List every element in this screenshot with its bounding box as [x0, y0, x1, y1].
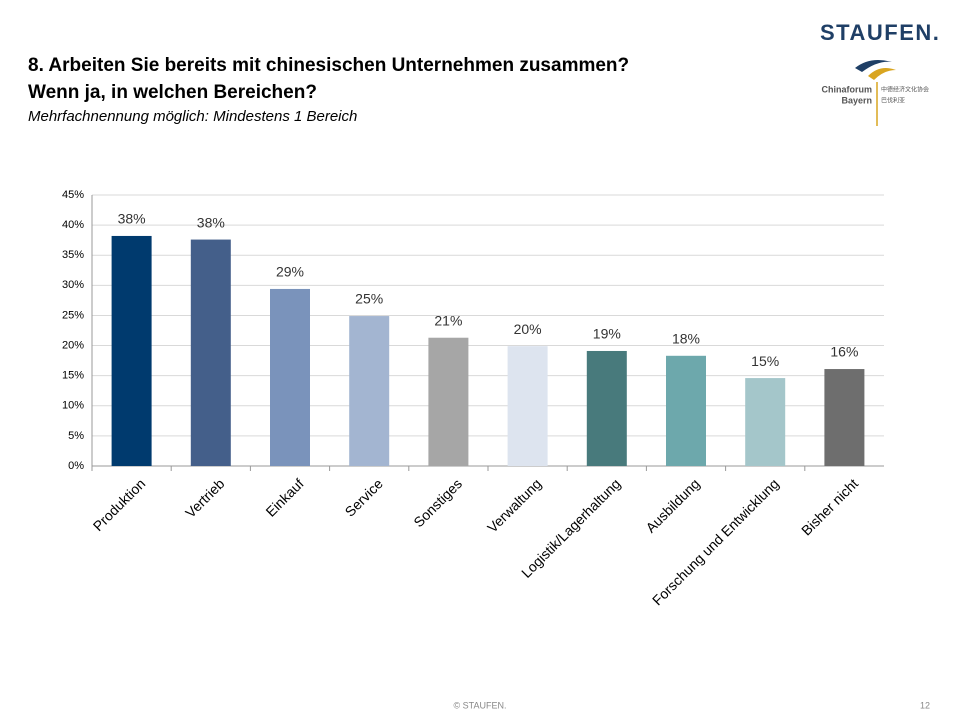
bar	[190, 239, 231, 466]
data-label: 18%	[672, 330, 700, 346]
x-tick-label: Ausbildung	[642, 475, 702, 535]
x-tick-label: Service	[342, 475, 386, 519]
bar	[586, 350, 627, 466]
bar	[666, 355, 706, 466]
bar	[745, 378, 786, 466]
y-tick-label: 15%	[62, 370, 84, 382]
x-tick-label: Vertrieb	[182, 475, 228, 521]
footer: © STAUFEN.	[454, 700, 507, 710]
y-tick-label: 30%	[62, 279, 84, 291]
data-label: 16%	[830, 344, 858, 360]
x-tick-label: Einkauf	[262, 475, 306, 519]
logo-swoosh	[868, 68, 896, 80]
bar	[349, 316, 390, 466]
data-label: 19%	[593, 326, 621, 342]
y-tick-label: 20%	[62, 339, 84, 351]
subtitle: Mehrfachnennung möglich: Mindestens 1 Be…	[28, 108, 357, 125]
y-tick-label: 0%	[68, 460, 84, 472]
y-tick-label: 25%	[62, 309, 84, 321]
bar	[824, 369, 865, 466]
partner-cn: 巴伐利亚	[881, 97, 905, 105]
page-number: 12	[920, 700, 930, 710]
data-label: 29%	[276, 264, 304, 280]
partner-name: Bayern	[841, 95, 872, 105]
x-tick-label: Sonstiges	[410, 475, 465, 530]
data-label: 15%	[751, 353, 779, 369]
bar	[507, 346, 548, 466]
partner-name: Chinaforum	[822, 84, 873, 94]
y-tick-label: 35%	[62, 249, 84, 261]
data-label: 21%	[434, 312, 462, 328]
logo-swoosh	[855, 60, 892, 72]
y-tick-label: 5%	[68, 430, 84, 442]
bar	[428, 337, 469, 466]
partner-cn: 中德经济文化协会	[881, 86, 929, 94]
y-tick-label: 40%	[62, 219, 84, 231]
x-tick-label: Bisher nicht	[798, 475, 861, 538]
title: Wenn ja, in welchen Bereichen?	[28, 82, 317, 103]
data-label: 25%	[355, 291, 383, 307]
bar	[270, 288, 310, 466]
y-tick-label: 45%	[62, 189, 84, 201]
x-tick-label: Produktion	[90, 475, 149, 534]
data-label: 38%	[118, 211, 146, 227]
x-tick-label: Forschung und Entwicklung	[649, 475, 782, 608]
bar	[111, 235, 152, 466]
data-label: 20%	[514, 321, 542, 337]
y-tick-label: 10%	[62, 400, 84, 412]
data-label: 38%	[197, 214, 225, 230]
logo: STAUFEN.	[820, 20, 940, 45]
x-tick-label: Verwaltung	[484, 475, 544, 535]
title: 8. Arbeiten Sie bereits mit chinesischen…	[28, 55, 629, 76]
